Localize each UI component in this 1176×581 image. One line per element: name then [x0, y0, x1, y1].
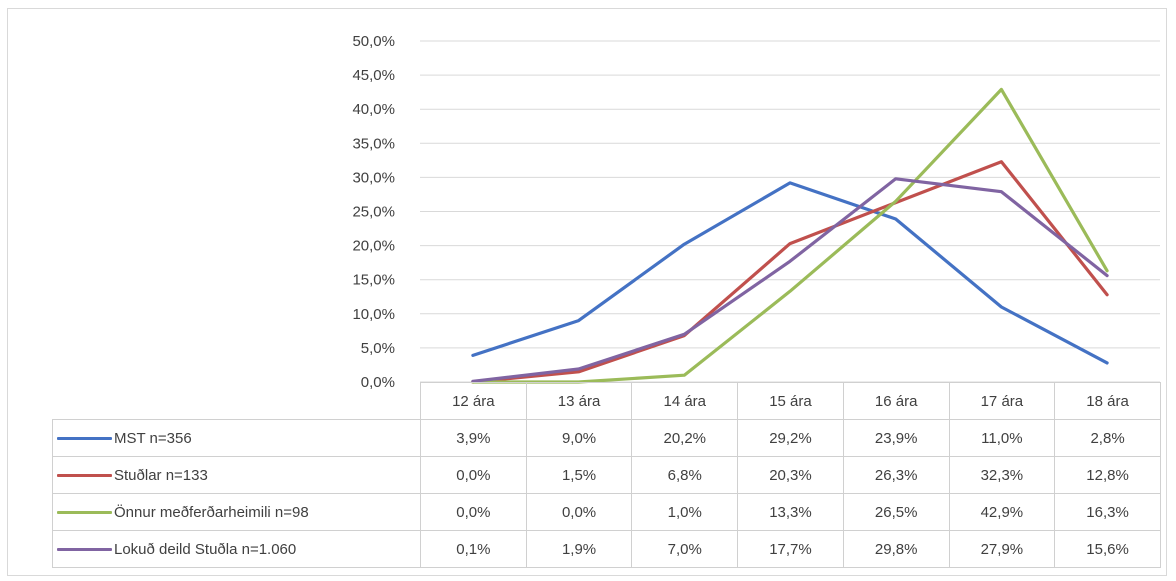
x-tick-label: 13 ára	[525, 382, 633, 420]
x-tick-label: 18 ára	[1054, 382, 1161, 420]
legend-label: MST n=356	[114, 429, 192, 447]
legend-label: Lokuð deild Stuðla n=1.060	[114, 540, 297, 558]
data-label: 15,6%	[1054, 530, 1161, 568]
data-label: 0,1%	[420, 530, 527, 568]
x-tick-label: 15 ára	[737, 382, 844, 420]
y-axis-tick-labels: 0,0%5,0%10,0%15,0%20,0%25,0%30,0%35,0%40…	[352, 33, 395, 391]
legend-entry: Lokuð deild Stuðla n=1.060	[52, 530, 421, 568]
data-label: 29,8%	[842, 530, 950, 568]
data-label: 20,3%	[737, 456, 844, 494]
data-label: 11,0%	[948, 419, 1056, 457]
data-label: 7,0%	[631, 530, 739, 568]
y-tick-label: 40,0%	[352, 101, 395, 118]
data-label: 3,9%	[420, 419, 527, 457]
data-label: 26,3%	[842, 456, 950, 494]
legend-swatch	[57, 437, 112, 441]
series-line	[471, 177, 1109, 383]
series-lines	[471, 87, 1109, 384]
y-tick-label: 25,0%	[352, 204, 395, 221]
y-tick-label: 20,0%	[352, 238, 395, 255]
category-header-row: 12 ára 13 ára 14 ára 15 ára 16 ára 17 ára 18 á…	[52, 382, 1161, 420]
table-row: Önnur meðferðarheimili n=98 0,0% 0,0% 1,0% 1…	[52, 493, 1161, 531]
legend-entry: MST n=356	[52, 419, 421, 457]
chart-frame	[7, 8, 1167, 576]
y-tick-label: 30,0%	[352, 169, 395, 186]
data-label: 16,3%	[1054, 493, 1161, 531]
data-label: 23,9%	[842, 419, 950, 457]
data-label: 9,0%	[525, 419, 633, 457]
legend-label: Stuðlar n=133	[114, 466, 208, 484]
data-label: 20,2%	[631, 419, 739, 457]
x-tick-label: 12 ára	[420, 382, 527, 420]
y-tick-label: 5,0%	[361, 340, 395, 357]
series-line	[471, 181, 1109, 365]
data-label: 13,3%	[737, 493, 844, 531]
legend-label: Önnur meðferðarheimili n=98	[114, 503, 309, 521]
legend-swatch	[57, 511, 112, 515]
x-tick-label: 17 ára	[948, 382, 1056, 420]
data-label: 12,8%	[1054, 456, 1161, 494]
legend-swatch	[57, 474, 112, 478]
data-label: 27,9%	[948, 530, 1056, 568]
legend-entry: Stuðlar n=133	[52, 456, 421, 494]
data-label: 29,2%	[737, 419, 844, 457]
data-label: 6,8%	[631, 456, 739, 494]
data-label: 2,8%	[1054, 419, 1161, 457]
table-corner	[52, 382, 421, 420]
data-label: 0,0%	[420, 456, 527, 494]
data-label: 0,0%	[525, 493, 633, 531]
data-label: 42,9%	[948, 493, 1056, 531]
x-tick-label: 14 ára	[631, 382, 739, 420]
y-tick-label: 45,0%	[352, 67, 395, 84]
series-line	[471, 87, 1109, 384]
data-label: 26,5%	[842, 493, 950, 531]
data-label: 0,0%	[420, 493, 527, 531]
data-table: 12 ára 13 ára 14 ára 15 ára 16 ára 17 ára 18 á…	[52, 382, 1161, 568]
data-label: 32,3%	[948, 456, 1056, 494]
data-label: 1,5%	[525, 456, 633, 494]
table-row: Lokuð deild Stuðla n=1.060 0,1% 1,9% 7,0% 17…	[52, 530, 1161, 568]
y-tick-label: 10,0%	[352, 306, 395, 323]
y-tick-label: 35,0%	[352, 135, 395, 152]
y-tick-label: 15,0%	[352, 272, 395, 289]
legend-entry: Önnur meðferðarheimili n=98	[52, 493, 421, 531]
table-row: MST n=356 3,9% 9,0% 20,2% 29,2% 23,9% 11,0% 2,8…	[52, 419, 1161, 457]
x-tick-label: 16 ára	[842, 382, 950, 420]
legend-swatch	[57, 548, 112, 552]
y-tick-label: 50,0%	[352, 33, 395, 50]
data-label: 17,7%	[737, 530, 844, 568]
data-label: 1,9%	[525, 530, 633, 568]
table-row: Stuðlar n=133 0,0% 1,5% 6,8% 20,3% 26,3% 32,3%…	[52, 456, 1161, 494]
data-label: 1,0%	[631, 493, 739, 531]
series-line	[471, 160, 1109, 384]
